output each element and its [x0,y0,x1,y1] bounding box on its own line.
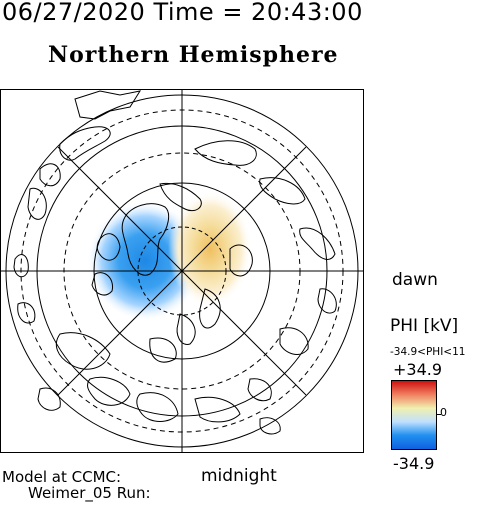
midnight-label: midnight [201,466,277,486]
meridian-diagonal-2 [57,146,307,396]
model-line: Model at CCMC: [2,468,122,486]
colorbar-zero-tick [436,414,441,415]
timestamp-label: 06/27/2020 Time = 20:43:00 [2,0,363,26]
colorbar-title: PHI [kV] [390,316,459,336]
map-frame [0,89,364,453]
polar-map [0,89,364,453]
colorbar-min-label: -34.9 [393,454,435,473]
positive-potential-cell [168,191,252,307]
coastlines [13,90,337,435]
run-line: Weimer_05 Run: [28,484,151,502]
plot-title: Northern Hemisphere [48,42,339,68]
colorbar-max-label: +34.9 [393,360,443,379]
colorbar-zero-label: 0 [440,406,447,419]
colorbar [391,380,437,450]
colorbar-range: -34.9<PHI<11 [390,346,466,358]
potential-cells [87,191,252,321]
dawn-label: dawn [392,270,438,290]
grid [0,89,364,453]
polar-map-svg [0,89,364,453]
